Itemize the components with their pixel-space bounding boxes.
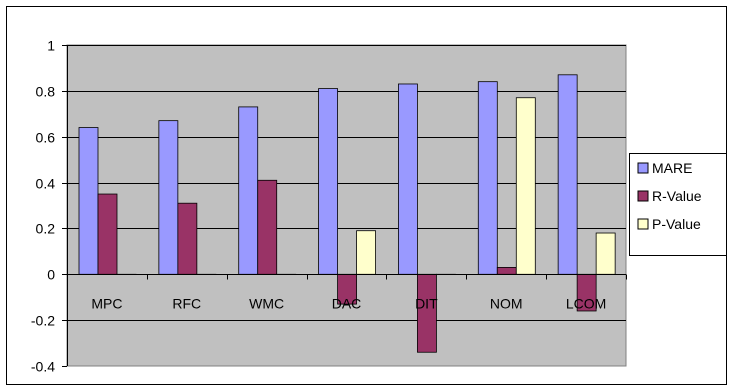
plot-background (66, 44, 627, 367)
y-tick-label: 0.6 (36, 130, 56, 146)
x-category-label: DAC (332, 296, 362, 312)
bar-r-value-dit (417, 273, 437, 353)
bar-r-value-mpc (97, 193, 118, 275)
bar-mare-dac (318, 88, 338, 275)
bar-mare-dit (398, 83, 418, 275)
y-tick-label: 1 (47, 38, 55, 54)
y-tick-label: 0 (47, 267, 55, 283)
y-tick-label: 0.8 (36, 84, 56, 100)
legend-swatch (637, 162, 649, 174)
legend-label: P-Value (652, 216, 701, 232)
y-tick-label: -0.2 (31, 313, 55, 329)
legend-swatch (637, 190, 649, 202)
bar-p-value-nom (515, 97, 536, 275)
x-category-label: NOM (490, 296, 523, 312)
legend-swatch (637, 218, 649, 230)
bar-mare-lcom (557, 74, 578, 275)
bar-r-value-wmc (257, 179, 278, 275)
x-category-label: RFC (172, 296, 201, 312)
chart-frame: 1 0.8 0.6 0.4 0.2 0 -0.2 -0.4 MPC RFC WMC DAC DIT NO… (6, 6, 727, 385)
x-category-label: WMC (249, 296, 284, 312)
bar-mare-rfc (158, 120, 179, 275)
legend-label: MARE (652, 160, 692, 176)
bar-p-value-dac (356, 230, 376, 275)
y-axis: 1 0.8 0.6 0.4 0.2 0 -0.2 -0.4 (31, 38, 68, 375)
legend-label: R-Value (652, 188, 702, 204)
x-axis: MPC RFC WMC DAC DIT NOM LCOM (67, 274, 627, 312)
bar-chart: 1 0.8 0.6 0.4 0.2 0 -0.2 -0.4 MPC RFC WMC DAC DIT NO… (31, 38, 726, 375)
bar-mare-wmc (238, 106, 259, 275)
bar-mare-nom (477, 81, 498, 275)
y-tick-label: 0.2 (36, 221, 56, 237)
bar-r-value-rfc (177, 202, 198, 275)
bar-r-value-nom (496, 267, 517, 275)
y-tick-label: -0.4 (31, 359, 55, 375)
legend: MARE R-Value P-Value (629, 153, 726, 256)
plot-area (66, 44, 627, 367)
bars (78, 74, 616, 353)
bar-mare-mpc (78, 127, 99, 275)
x-category-label: DIT (415, 296, 438, 312)
y-tick-label: 0.4 (36, 176, 56, 192)
x-category-label: MPC (91, 296, 122, 312)
bar-p-value-lcom (595, 232, 616, 275)
x-category-label: LCOM (566, 296, 606, 312)
